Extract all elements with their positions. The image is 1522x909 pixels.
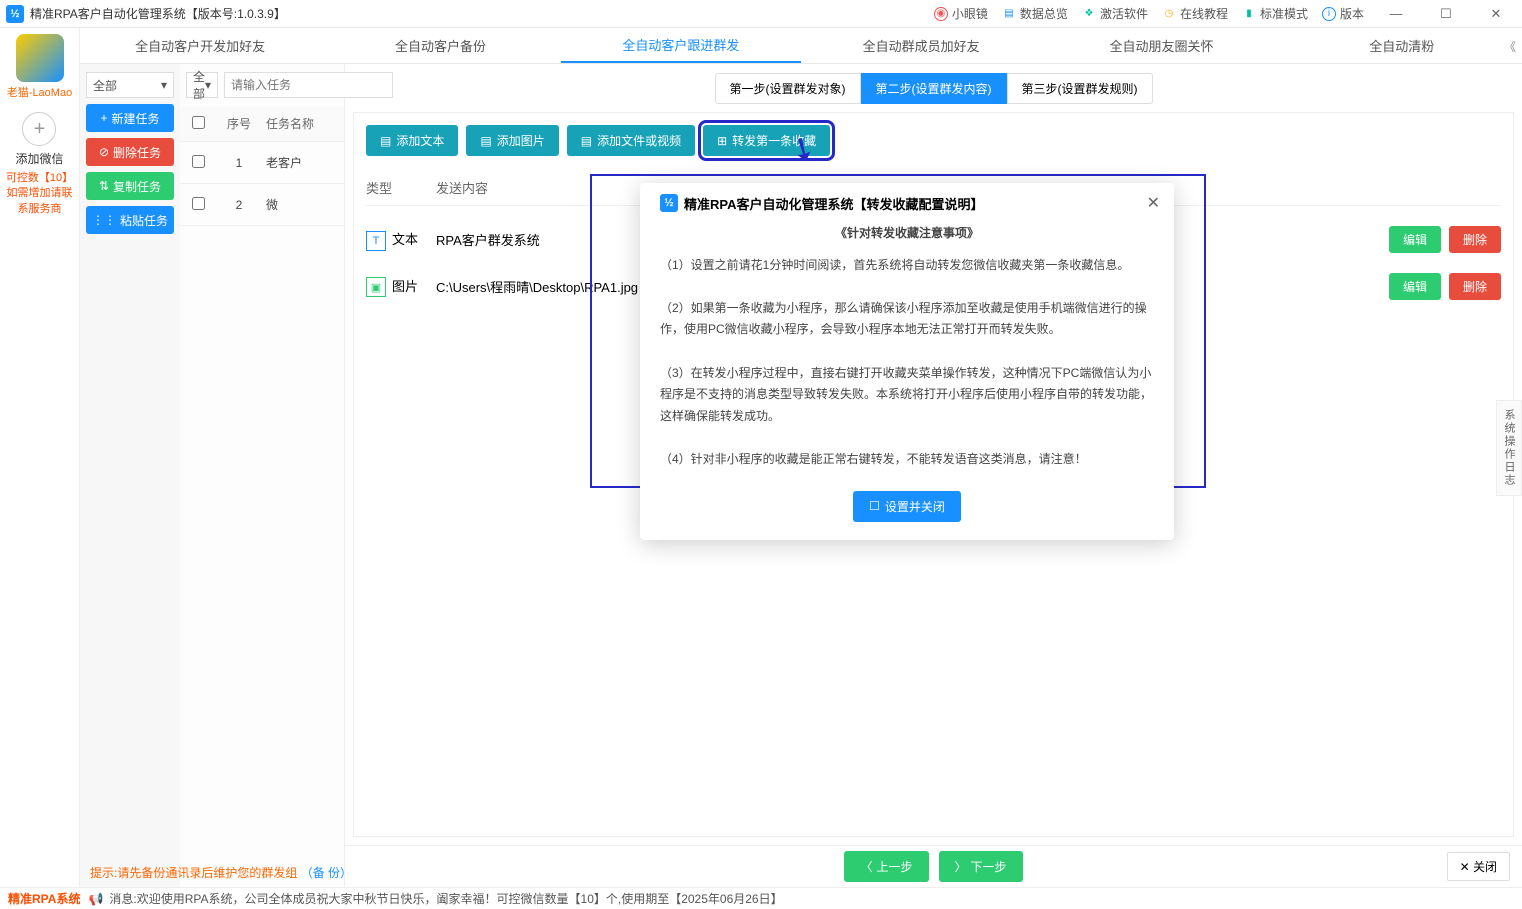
edit-button[interactable]: 编辑: [1389, 226, 1441, 253]
forward-config-modal: ½ 精准RPA客户自动化管理系统【转发收藏配置说明】 ✕ 《针对转发收藏注意事项…: [640, 183, 1174, 540]
task-row[interactable]: 1 老客户: [180, 142, 344, 184]
task-list: 全部▾ 序号 任务名称 1 老客户 2 微 提示:请先备份通讯录后维护您的群发组…: [180, 64, 345, 887]
eye-icon: ◉: [934, 7, 948, 21]
image-icon: ▤: [480, 134, 491, 148]
step-2[interactable]: 第二步(设置群发内容): [861, 73, 1007, 104]
forward-favorite-button[interactable]: ⊞转发第一条收藏: [703, 125, 830, 156]
step-3[interactable]: 第三步(设置群发规则): [1007, 73, 1153, 104]
speaker-icon: 📢: [88, 892, 103, 906]
tab-develop[interactable]: 全自动客户开发加好友: [80, 28, 320, 63]
modal-logo-icon: ½: [660, 194, 678, 212]
chevron-left-icon: 〈: [860, 858, 872, 875]
tab-cleanup[interactable]: 全自动清粉: [1282, 28, 1522, 63]
titlebar: ½ 精准RPA客户自动化管理系统【版本号:1.0.3.9】 ◉小眼镜 ▤数据总览…: [0, 0, 1522, 28]
titlebar-activate[interactable]: ❖激活软件: [1082, 5, 1148, 22]
main-tabs: 全自动客户开发加好友 全自动客户备份 全自动客户跟进群发 全自动群成员加好友 全…: [0, 28, 1522, 64]
row-checkbox[interactable]: [192, 197, 205, 210]
chevron-down-icon: ▾: [161, 78, 167, 92]
modal-body-title: 《针对转发收藏注意事项》: [660, 223, 1154, 245]
edit-button[interactable]: 编辑: [1389, 273, 1441, 300]
new-task-button[interactable]: +新建任务: [86, 104, 174, 132]
delete-task-button[interactable]: ⊘删除任务: [86, 138, 174, 166]
window-maximize[interactable]: ☐: [1428, 0, 1464, 28]
titlebar-version[interactable]: i版本: [1322, 5, 1364, 22]
titlebar-tutorial[interactable]: ◷在线教程: [1162, 5, 1228, 22]
app-title: 精准RPA客户自动化管理系统【版本号:1.0.3.9】: [30, 5, 286, 22]
add-wechat-button[interactable]: + 添加微信: [15, 112, 63, 167]
chevron-right-icon: 〉: [955, 858, 967, 875]
window-close[interactable]: ✕: [1478, 0, 1514, 28]
modal-close-button[interactable]: ✕: [1147, 193, 1160, 213]
step-tabs: 第一步(设置群发对象) 第二步(设置群发内容) 第三步(设置群发规则): [345, 64, 1522, 104]
add-file-button[interactable]: ▤添加文件或视频: [567, 125, 695, 156]
task-sidebar: 全部▾ +新建任务 ⊘删除任务 ⇅复制任务 ⋮⋮粘贴任务: [80, 64, 180, 887]
quota-text: 可控数【10】 如需增加请联系服务商: [0, 171, 79, 217]
delete-button[interactable]: 删除: [1449, 273, 1501, 300]
row-checkbox[interactable]: [192, 155, 205, 168]
tab-backup[interactable]: 全自动客户备份: [320, 28, 560, 63]
add-text-button[interactable]: ▤添加文本: [366, 125, 458, 156]
modal-confirm-button[interactable]: ☐设置并关闭: [853, 491, 961, 522]
brand-logo-icon: [16, 34, 64, 82]
status-brand: 精准RPA系统: [8, 890, 80, 907]
backup-tip: 提示:请先备份通讯录后维护您的群发组 （备 份）: [82, 860, 360, 885]
modal-paragraph: （3）在转发小程序过程中，直接右键打开收藏夹菜单操作转发，这种情况下PC端微信认…: [660, 363, 1154, 428]
text-type-icon: T: [366, 231, 386, 251]
status-message: 消息:欢迎使用RPA系统，公司全体成员祝大家中秋节日快乐，阖家幸福！可控微信数量…: [109, 890, 782, 907]
info-icon: i: [1322, 7, 1336, 21]
task-filter-select[interactable]: 全部▾: [186, 72, 218, 98]
close-button[interactable]: ✕ 关闭: [1447, 852, 1510, 881]
task-table-header: 序号 任务名称: [180, 106, 344, 142]
grid-icon: ⋮⋮: [92, 213, 116, 227]
titlebar-mode[interactable]: ▮标准模式: [1242, 5, 1308, 22]
modal-paragraph: （1）设置之前请花1分钟时间阅读，首先系统将自动转发您微信收藏夹第一条收藏信息。: [660, 255, 1154, 277]
filter-icon: ⇅: [99, 179, 109, 193]
window-icon: ⊞: [717, 134, 727, 148]
collapse-icon[interactable]: 《: [1504, 38, 1516, 55]
app-logo-icon: ½: [6, 5, 24, 23]
plus-icon: +: [22, 112, 56, 146]
window-minimize[interactable]: —: [1378, 0, 1414, 28]
tab-followup[interactable]: 全自动客户跟进群发: [561, 28, 801, 63]
select-all-checkbox[interactable]: [192, 116, 205, 129]
modal-title: 精准RPA客户自动化管理系统【转发收藏配置说明】: [684, 194, 1147, 213]
x-icon: ⊘: [99, 145, 109, 159]
tab-moments[interactable]: 全自动朋友圈关怀: [1041, 28, 1281, 63]
list-icon: ▤: [1002, 7, 1016, 21]
chevron-down-icon: ▾: [205, 78, 211, 92]
col-type: 类型: [366, 178, 436, 197]
titlebar-overview[interactable]: ▤数据总览: [1002, 5, 1068, 22]
task-row[interactable]: 2 微: [180, 184, 344, 226]
copy-task-button[interactable]: ⇅复制任务: [86, 172, 174, 200]
modal-paragraph: （4）针对非小程序的收藏是能正常右键转发，不能转发语音这类消息，请注意！: [660, 449, 1154, 471]
next-button[interactable]: 〉下一步: [939, 851, 1023, 882]
brand-name: 老猫-LaoMao: [7, 84, 72, 100]
add-image-button[interactable]: ▤添加图片: [466, 125, 558, 156]
paste-task-button[interactable]: ⋮⋮粘贴任务: [86, 206, 174, 234]
far-left-sidebar: 老猫-LaoMao + 添加微信 可控数【10】 如需增加请联系服务商: [0, 28, 80, 887]
titlebar-eye[interactable]: ◉小眼镜: [934, 5, 988, 22]
flag-icon: ▮: [1242, 7, 1256, 21]
plus-icon: +: [100, 111, 107, 125]
image-type-icon: ▣: [366, 277, 386, 297]
log-tab[interactable]: 系统操作日志: [1496, 400, 1522, 496]
shield-icon: ❖: [1082, 7, 1096, 21]
step-1[interactable]: 第一步(设置群发对象): [715, 73, 861, 104]
statusbar: 精准RPA系统 📢 消息:欢迎使用RPA系统，公司全体成员祝大家中秋节日快乐，阖…: [0, 887, 1522, 909]
file-icon: ▤: [581, 134, 592, 148]
text-icon: ▤: [380, 134, 391, 148]
tab-group-add[interactable]: 全自动群成员加好友: [801, 28, 1041, 63]
modal-paragraph: （2）如果第一条收藏为小程序，那么请确保该小程序添加至收藏是使用手机端微信进行的…: [660, 298, 1154, 341]
clock-icon: ◷: [1162, 7, 1176, 21]
bottom-nav: 〈上一步 〉下一步 ✕ 关闭: [345, 845, 1522, 887]
save-icon: ☐: [869, 499, 880, 513]
sidebar-filter-select[interactable]: 全部▾: [86, 72, 174, 98]
prev-button[interactable]: 〈上一步: [844, 851, 928, 882]
delete-button[interactable]: 删除: [1449, 226, 1501, 253]
